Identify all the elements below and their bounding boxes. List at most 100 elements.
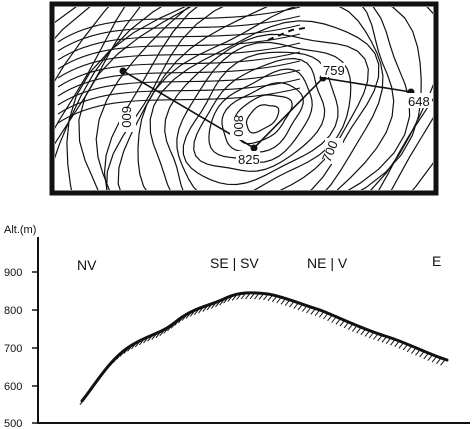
hatch-mark [185,313,191,319]
hatch-mark [293,303,299,309]
label-bg [119,108,136,132]
hatch-mark [147,335,152,342]
hatch-mark [356,327,361,334]
label-bg [406,93,432,108]
contour-line [137,7,384,190]
contour-line [66,7,433,190]
contour-line [208,68,313,163]
hatch-mark [335,318,341,325]
hatch-mark [127,345,132,352]
contour-line [106,7,411,190]
hatch-mark [139,339,144,346]
hatch-mark [339,320,345,327]
direction-label-se-sv: SE | SV [210,255,259,271]
hatch-mark [236,294,241,300]
hatch-mark [159,330,165,337]
hatch-mark [385,338,391,345]
y-tick-label-700: 700 [4,343,22,355]
contour-line [149,20,380,190]
hatch-mark [113,357,118,363]
hatch-mark [310,309,316,315]
hatch-mark [406,346,412,353]
hatch-mark [123,348,129,355]
hatch-mark [280,298,286,305]
contour-line [176,41,352,190]
contour-label-600: 600 [119,106,134,128]
spot-height-648: 648 [408,94,430,109]
hatch-mark [297,304,303,311]
label-bg [321,63,345,77]
terrain-profile-line [80,291,449,403]
hatch-mark [215,301,220,308]
contour-lines [55,7,433,190]
contour-line [57,7,301,43]
hatch-mark [189,311,195,317]
hatch-mark [381,336,387,343]
hatch-mark [301,306,307,312]
section-route-line [122,70,412,150]
hatch-mark [368,332,374,339]
contour-line [57,15,301,52]
hatch-mark [267,295,273,302]
hatch-mark [143,337,148,344]
hatch-mark [163,328,169,334]
route-point-825 [250,144,258,152]
hatch-mark [219,299,224,306]
contour-line [57,60,301,97]
direction-label-nv: NV [77,257,97,273]
hatch-mark [402,344,408,351]
hatch-mark [263,294,268,301]
hatch-mark [306,307,311,314]
hatch-mark [427,355,433,361]
direction-label-e: E [432,253,441,269]
hatch-mark [258,294,264,300]
contour-line [57,78,301,115]
hatch-mark [249,293,255,300]
contour-line [57,42,301,79]
spot-height-759: 759 [323,63,345,78]
label-bg [236,151,260,166]
hatch-mark [419,351,424,358]
direction-labels: NV SE | SV NE | V E [77,253,441,273]
hatch-mark [347,324,353,331]
hatch-mark [155,332,161,339]
dashed-trail [267,27,306,41]
contour-line [95,7,433,190]
hatch-mark [119,351,125,357]
hatch-mark [271,296,277,303]
hatch-mark [314,310,320,317]
hatch-mark [131,343,136,350]
hatch-mark [134,341,140,348]
hatch-mark [373,334,378,340]
hatch-mark [331,317,337,323]
hatch-mark [423,353,429,360]
hatch-mark [364,331,370,337]
hatch-mark [289,301,294,308]
contour-line [55,7,433,190]
hatch-mark [202,306,208,312]
hatch-mark [151,334,157,340]
hatch-mark [394,341,400,348]
hatch-mark [245,293,250,300]
hatch-mark [276,297,282,304]
contour-label-800: 800 [231,115,246,137]
spot-height-825: 825 [238,152,260,167]
hatch-mark [436,358,441,365]
label-bg [230,116,245,140]
y-tick-label-600: 600 [4,381,22,393]
contour-line [57,87,301,124]
hatch-mark [240,293,246,300]
y-tick-label-800: 800 [4,305,22,317]
hatch-mark [323,313,328,320]
hatch-mark [377,335,383,342]
contour-line [182,51,339,186]
topographic-map: 600 800 700 825 759 648 [49,1,439,196]
hatch-mark [343,322,349,329]
hatch-mark [198,307,203,314]
contour-line [57,51,301,88]
hatch-mark [254,293,259,300]
hatch-mark [210,303,216,309]
hatch-mark [223,297,228,304]
hatch-mark [398,343,404,349]
